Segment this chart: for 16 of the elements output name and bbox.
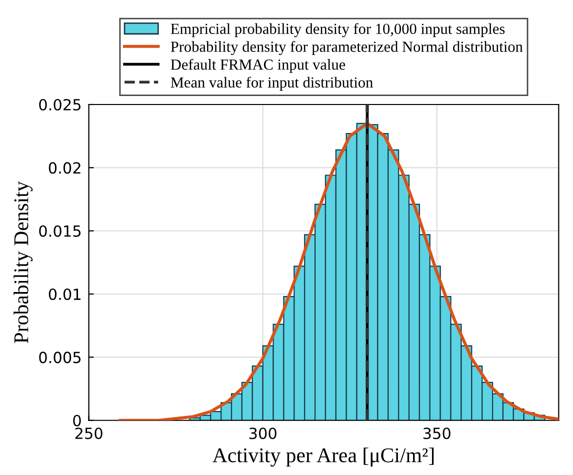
y-tick-label: 0.01 (48, 288, 80, 300)
legend-label: Mean value for input distribution (170, 76, 373, 91)
x-tick-label: 250 (75, 428, 102, 440)
x-tick-label: 300 (249, 428, 276, 440)
y-tick-label: 0.02 (48, 162, 80, 174)
legend-label: Probability density for parameterized Normal distribution (170, 40, 523, 56)
y-axis-title: Probability Density (14, 181, 33, 344)
y-tick-label: 0.015 (39, 225, 81, 237)
y-tick-label: 0.025 (39, 98, 81, 111)
legend-label: Empricial probability density for 10,000 input samples (170, 23, 505, 38)
x-axis-title: Activity per Area [μCi/m²] (212, 448, 434, 467)
legend-label: Default FRMAC input value (170, 58, 346, 73)
y-tick-label: 0 (73, 414, 81, 426)
y-tick-label: 0.005 (39, 352, 81, 364)
x-tick-label: 350 (423, 428, 450, 440)
line-series (118, 122, 559, 420)
